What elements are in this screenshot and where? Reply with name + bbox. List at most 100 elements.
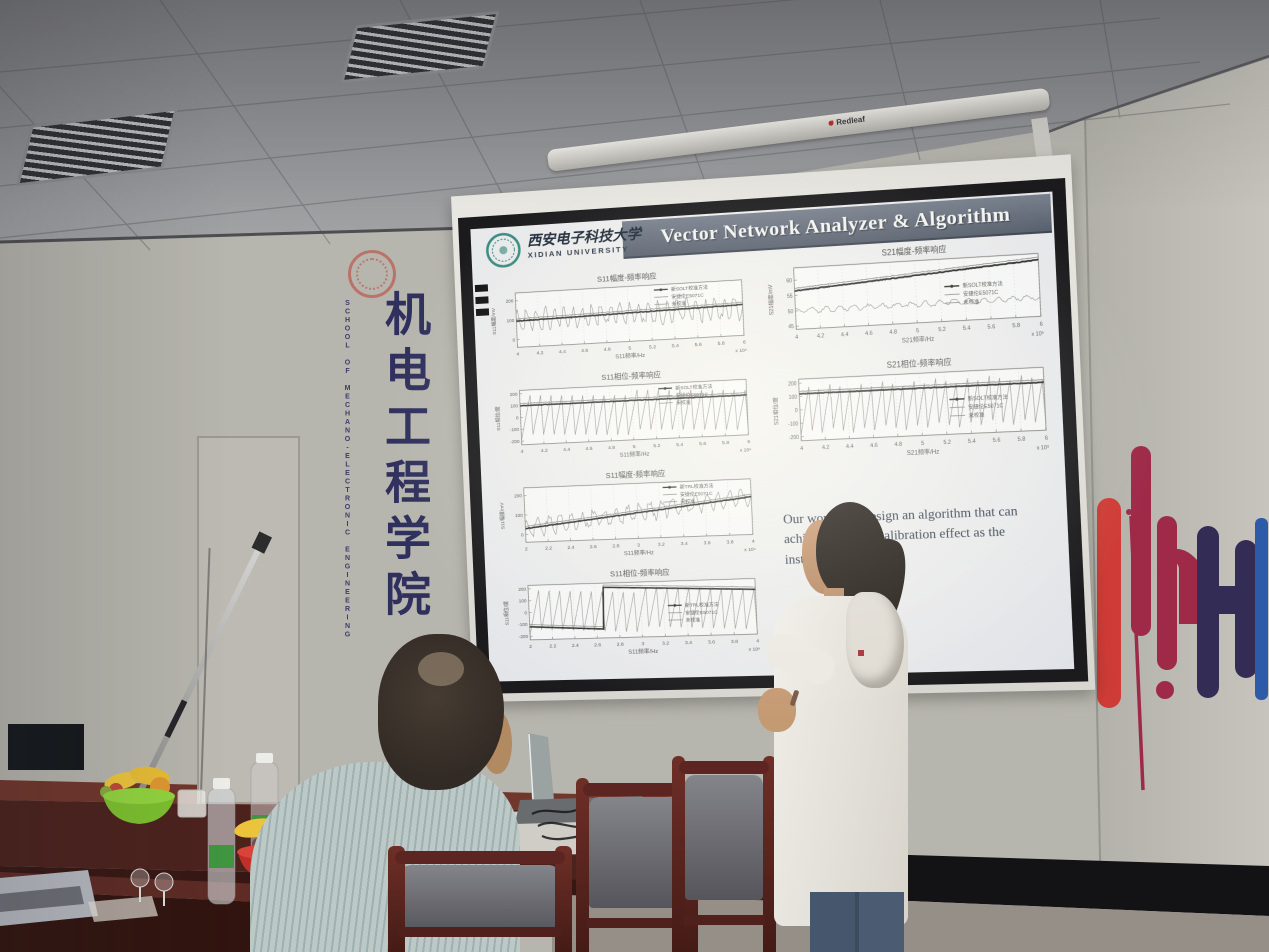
projector-screen: Vector Network Analyzer & Algorithm 西安电子… [451,154,1096,703]
svg-text:200: 200 [510,392,518,397]
svg-text:5.2: 5.2 [938,326,946,333]
svg-text:100: 100 [789,394,798,401]
ceiling [0,0,1269,242]
svg-text:5.8: 5.8 [1012,322,1020,329]
svg-text:50: 50 [788,309,794,316]
svg-text:2.2: 2.2 [545,546,552,552]
svg-text:安捷伦E5071C: 安捷伦E5071C [968,402,1004,411]
svg-text:4.8: 4.8 [608,445,616,451]
svg-text:45: 45 [788,324,794,331]
svg-text:-200: -200 [789,434,800,441]
svg-text:5.8: 5.8 [718,341,726,348]
right-wall [1085,52,1269,952]
svg-text:4.2: 4.2 [536,350,543,356]
svg-text:安捷伦E5071C: 安捷伦E5071C [685,608,718,616]
man-bald-spot [418,652,464,686]
svg-text:-200: -200 [510,439,520,444]
svg-text:2.8: 2.8 [612,543,620,549]
svg-text:5.8: 5.8 [1017,436,1025,443]
svg-text:新SOLT校准方法: 新SOLT校准方法 [675,383,713,392]
svg-text:x 10⁹: x 10⁹ [749,647,761,652]
svg-text:S11频率/Hz: S11频率/Hz [628,647,658,656]
chart-s11-magnitude-trl: S11幅度-频率响应 2 2.2 2.4 2.6 2.8 3 3.2 3.4 3.6 3.8 4 0 10… [495,464,764,573]
svg-text:新SOLT校准方法: 新SOLT校准方法 [968,393,1008,402]
svg-text:0: 0 [512,337,515,342]
svg-text:4.8: 4.8 [604,347,612,353]
svg-text:未校准: 未校准 [680,498,695,506]
svg-text:3.8: 3.8 [726,539,734,545]
presenter-woman [758,494,933,952]
svg-text:S11相位/度: S11相位/度 [494,406,502,431]
svg-text:5.6: 5.6 [699,441,707,447]
ceiling-wall-edge-right [1047,54,1269,134]
svg-text:5.6: 5.6 [993,437,1001,444]
svg-text:安捷伦E5071C: 安捷伦E5071C [675,390,708,399]
ceiling-wall-edge [0,226,471,244]
svg-text:0: 0 [516,415,519,420]
conference-chair [388,846,572,952]
svg-text:200: 200 [514,493,522,498]
svg-text:4.4: 4.4 [563,447,571,453]
hoodie-logo [858,650,864,656]
papers [88,896,158,922]
svg-text:未校准: 未校准 [685,616,700,624]
svg-text:安捷伦E5071C: 安捷伦E5071C [963,289,999,299]
svg-text:4: 4 [800,446,803,453]
svg-text:3.2: 3.2 [658,542,666,548]
chart-s11-phase-trl: S11相位-频率响应 2 2.2 2.4 2.6 2.8 3 3.2 3.4 3.6 3.8 4 -20… [499,563,768,670]
svg-text:S21相位/度: S21相位/度 [771,396,780,425]
svg-text:S11幅度/mV: S11幅度/mV [490,307,498,335]
laptop-lid [528,733,554,800]
svg-text:6: 6 [1045,435,1049,442]
svg-text:安捷伦E5071C: 安捷伦E5071C [680,490,713,498]
svg-text:0: 0 [795,408,798,415]
svg-text:未校准: 未校准 [963,298,979,306]
svg-text:0: 0 [524,610,527,615]
svg-text:5: 5 [921,440,924,447]
svg-text:3.6: 3.6 [708,639,716,645]
svg-text:5.4: 5.4 [672,343,680,349]
presenter-hands [758,688,796,732]
chair-top-rail [679,761,769,774]
chart-s21-magnitude: S21幅度-频率响应 4 4.2 4.4 4.6 4.8 5 5.2 5.4 5.6 5.8 6 45 5… [763,236,1053,364]
svg-text:新SOLT校准方法: 新SOLT校准方法 [963,280,1003,290]
svg-text:x 10⁹: x 10⁹ [1037,445,1050,452]
chair-top-rail [395,851,565,864]
svg-text:5.4: 5.4 [963,325,971,332]
svg-text:x 10⁹: x 10⁹ [740,447,752,453]
svg-text:未校准: 未校准 [671,300,686,308]
svg-text:3: 3 [637,543,640,549]
svg-text:100: 100 [510,403,518,408]
svg-text:x 10⁹: x 10⁹ [1031,331,1044,338]
svg-text:6: 6 [747,439,750,445]
svg-text:2.2: 2.2 [549,643,556,649]
presentation-slide: Vector Network Analyzer & Algorithm 西安电子… [470,192,1074,682]
svg-text:100: 100 [515,513,523,518]
svg-text:5.4: 5.4 [968,438,976,445]
svg-text:安捷伦E5071C: 安捷伦E5071C [671,291,704,300]
svg-text:5.6: 5.6 [695,342,703,349]
svg-text:-100: -100 [788,421,799,428]
chart-s11-phase-solt: S11相位-频率响应 4 4.2 4.4 4.6 4.8 5 5.2 5.4 5.6 5.8 6 -20… [491,364,760,476]
svg-text:S11频率/Hz: S11频率/Hz [615,351,645,361]
svg-text:4: 4 [752,539,755,545]
svg-text:新TRL校准方法: 新TRL校准方法 [680,482,714,490]
svg-text:2.6: 2.6 [594,642,602,648]
chair-cushion [401,865,559,933]
svg-text:4.6: 4.6 [585,446,593,452]
svg-text:4.6: 4.6 [870,442,878,449]
svg-text:S11频率/Hz: S11频率/Hz [624,548,654,557]
chair-cushion [589,797,685,909]
svg-text:3.4: 3.4 [685,640,693,646]
presenter-hood [846,592,904,688]
svg-text:S11幅度-频率响应: S11幅度-频率响应 [597,271,657,284]
svg-text:4.2: 4.2 [822,445,830,452]
svg-text:2.4: 2.4 [572,643,580,649]
svg-text:3: 3 [641,641,644,647]
svg-text:-100: -100 [518,622,528,627]
svg-text:2: 2 [525,546,528,552]
chair-low-rail [683,914,765,925]
slide-logo: 西安电子科技大学 XIDIAN UNIVERSITY [485,223,643,269]
svg-text:S11相位-频率响应: S11相位-频率响应 [610,568,670,579]
